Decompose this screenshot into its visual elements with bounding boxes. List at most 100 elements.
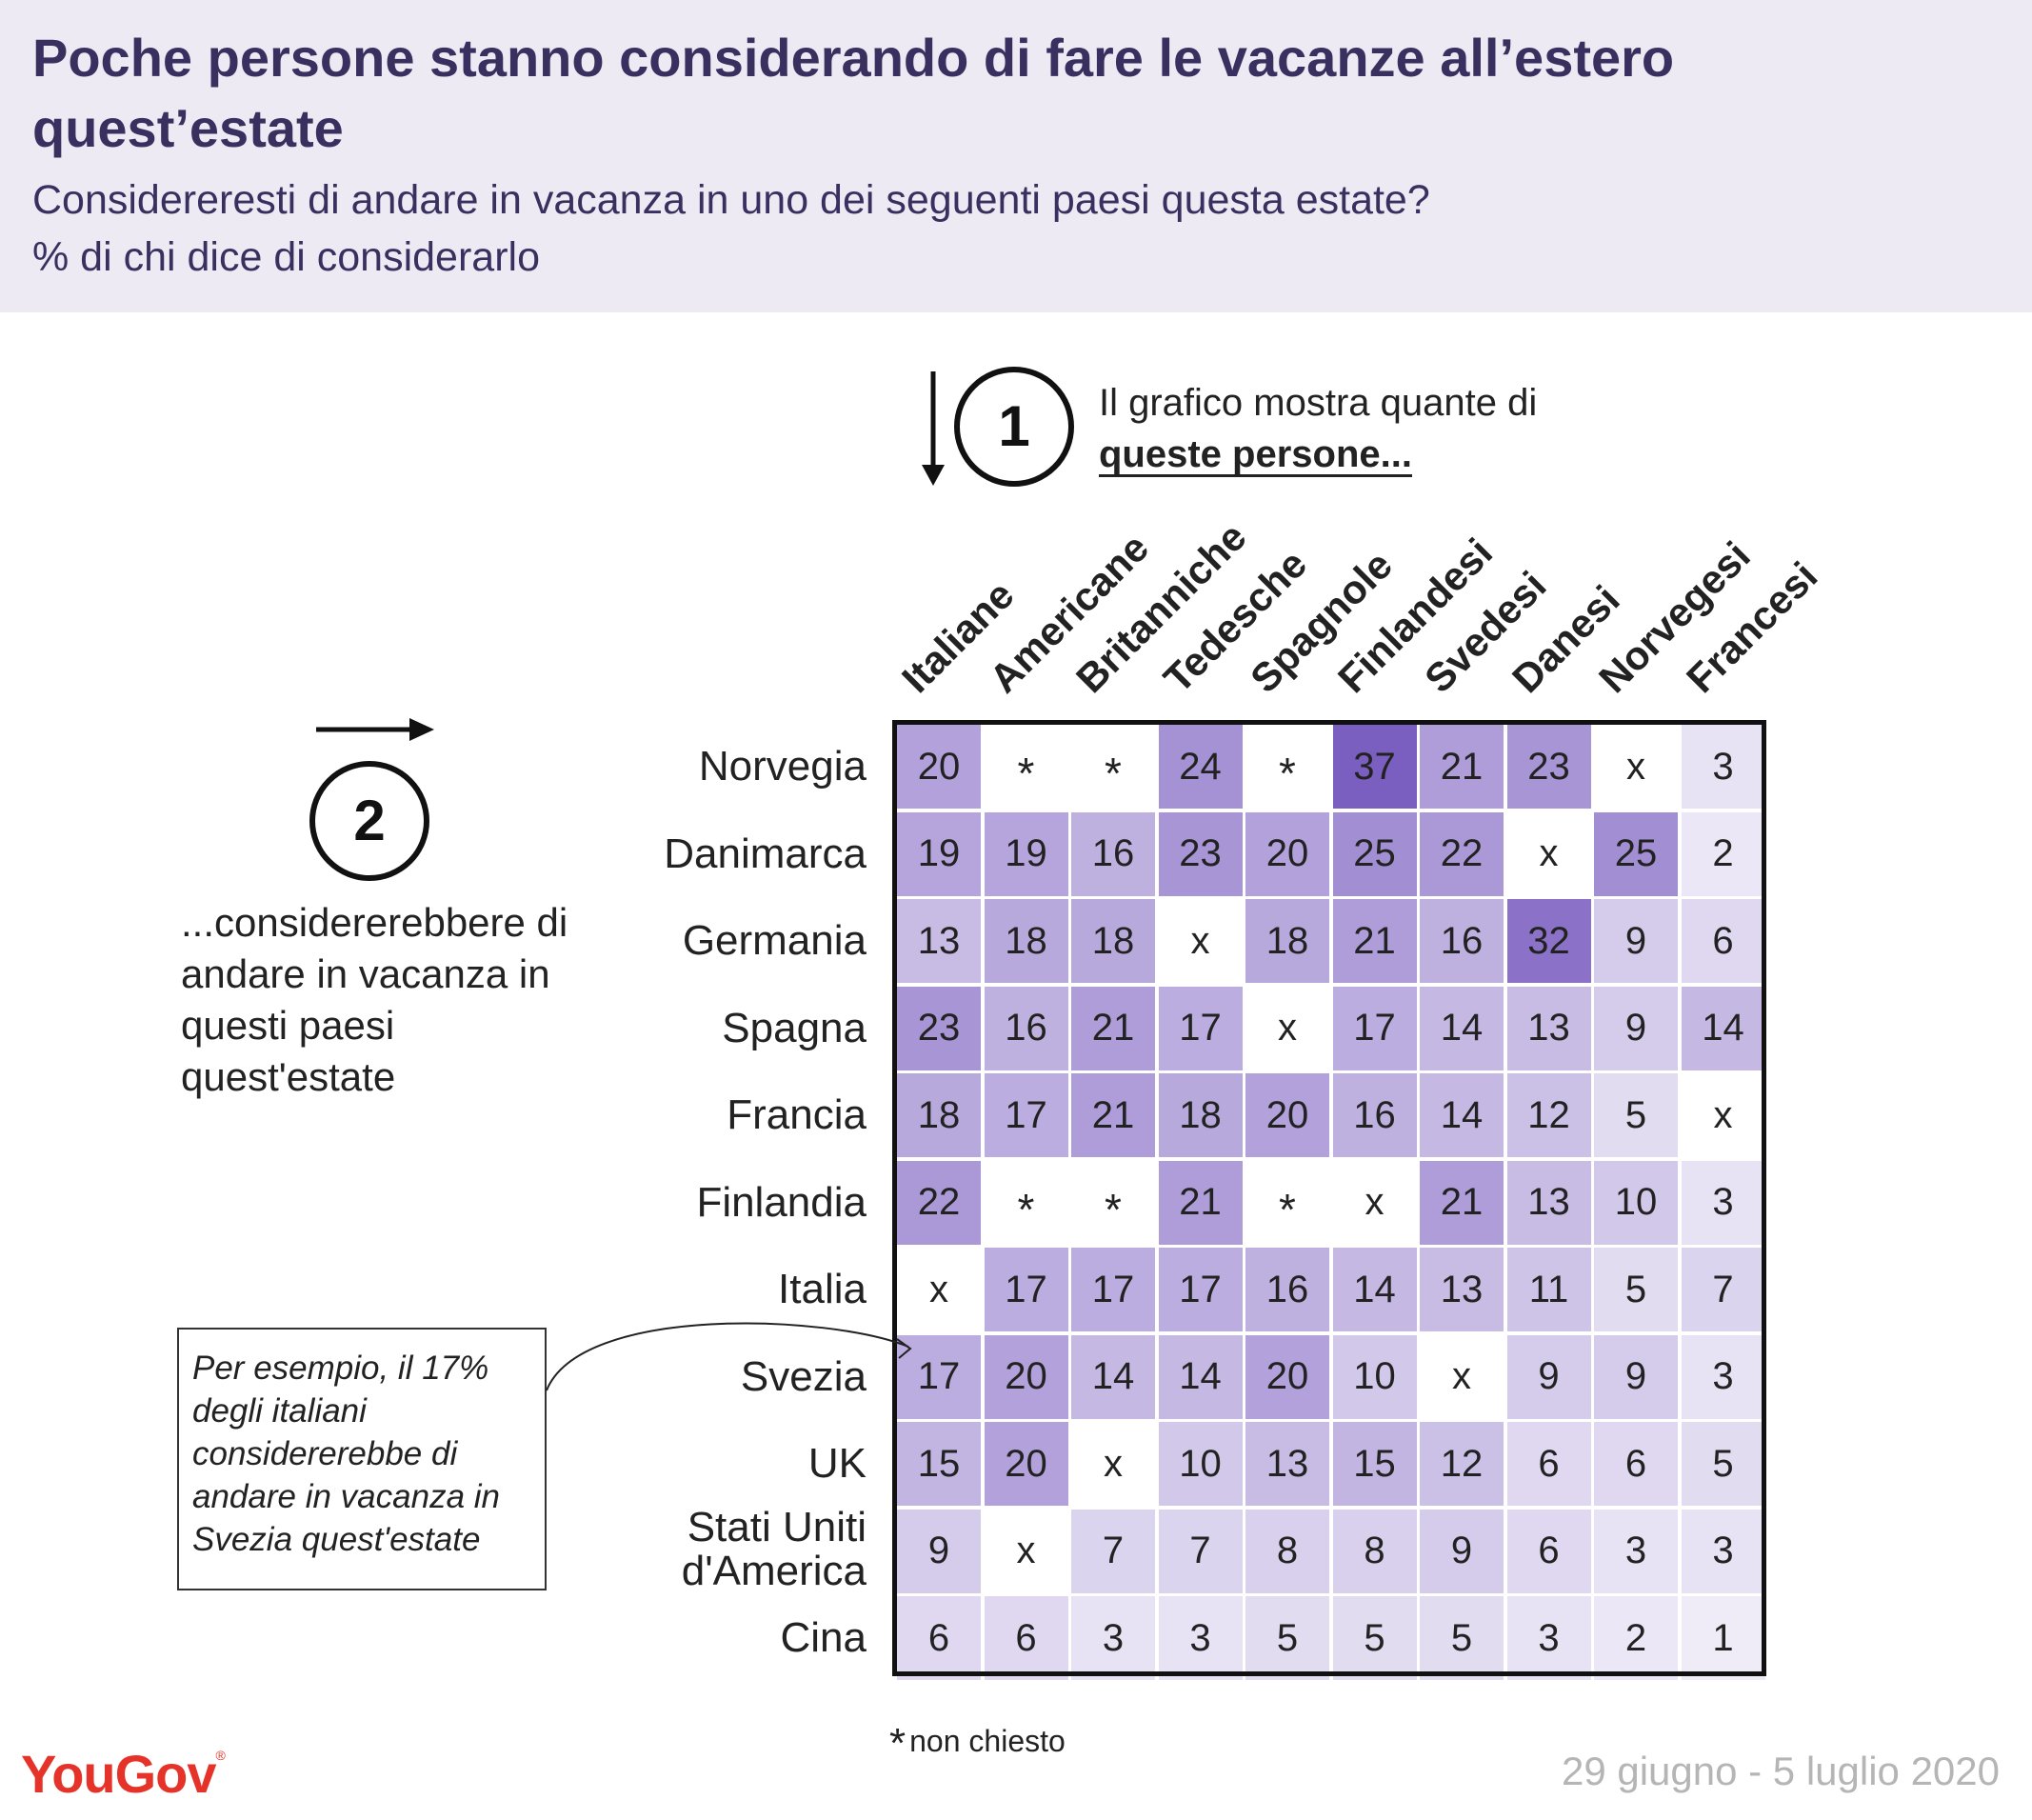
heatmap-cell: 21 <box>1332 899 1417 983</box>
heatmap-cell: 12 <box>1506 1073 1591 1157</box>
heatmap-cell: 5 <box>1420 1596 1504 1680</box>
step-1-number: 1 <box>998 394 1029 458</box>
heatmap-cell: 22 <box>897 1160 981 1245</box>
heatmap-cell: 18 <box>1071 899 1155 983</box>
heatmap-cell: 14 <box>1420 1073 1504 1157</box>
heatmap-cell: 16 <box>1245 1248 1329 1331</box>
heatmap-cell: * <box>1071 725 1155 809</box>
heatmap-cell: 16 <box>1071 811 1155 896</box>
heatmap-cell: 17 <box>1332 986 1417 1070</box>
heatmap-cell: 5 <box>1594 1073 1678 1157</box>
heatmap-cell: 32 <box>1506 899 1591 983</box>
heatmap-cell: x <box>1158 899 1243 983</box>
heatmap-cell: 8 <box>1245 1509 1329 1593</box>
heatmap-cell: 14 <box>1071 1334 1155 1419</box>
heatmap-cell: 10 <box>1158 1422 1243 1506</box>
step-2-number: 2 <box>353 789 385 852</box>
heatmap-cell: * <box>1245 1160 1329 1245</box>
heatmap-cell: 3 <box>1681 1509 1765 1593</box>
heatmap-cell: 10 <box>1332 1334 1417 1419</box>
heatmap-cell: 19 <box>984 811 1068 896</box>
heatmap-cell: 16 <box>1420 899 1504 983</box>
callout-connector <box>546 1322 912 1391</box>
heatmap-frame <box>892 720 1766 1676</box>
heatmap-cell: 20 <box>1245 811 1329 896</box>
heatmap-cell: 2 <box>1594 1596 1678 1680</box>
survey-date: 29 giugno - 5 luglio 2020 <box>1561 1749 2000 1793</box>
heatmap-cell: 14 <box>1681 986 1765 1070</box>
heatmap-cell: 13 <box>1245 1422 1329 1506</box>
heatmap-cell: 9 <box>1594 1334 1678 1419</box>
heatmap-cell: 17 <box>984 1248 1068 1331</box>
heatmap-cell: 3 <box>1594 1509 1678 1593</box>
heatmap-cell: 3 <box>1681 1160 1765 1245</box>
heatmap-cell: 20 <box>984 1422 1068 1506</box>
row-label: Italia <box>778 1266 867 1312</box>
heatmap-cell: 13 <box>897 899 981 983</box>
heatmap-cell: 15 <box>897 1422 981 1506</box>
heatmap-cell: 17 <box>1071 1248 1155 1331</box>
heatmap-cell: 3 <box>1681 725 1765 809</box>
heatmap-cell: 16 <box>984 986 1068 1070</box>
row-label: UK <box>807 1440 867 1487</box>
heatmap-cell: x <box>1071 1422 1155 1506</box>
arrow-down-icon <box>922 371 945 486</box>
heatmap-cell: 23 <box>897 986 981 1070</box>
heatmap-cell: 13 <box>1420 1248 1504 1331</box>
heatmap-cell: 3 <box>1506 1596 1591 1680</box>
heatmap-cell: 21 <box>1420 1160 1504 1245</box>
page-title: Poche persone stanno considerando di far… <box>32 28 1675 158</box>
heatmap-cell: * <box>1245 725 1329 809</box>
heatmap-cell: 5 <box>1681 1422 1765 1506</box>
row-label: Francia <box>727 1091 867 1138</box>
heatmap-cell: 37 <box>1332 725 1417 809</box>
logo-text: YouGov <box>21 1744 217 1804</box>
row-label: Danimarca <box>664 830 867 877</box>
row-label: Finlandia <box>696 1178 867 1226</box>
heatmap-cell: 14 <box>1420 986 1504 1070</box>
heatmap-cell: 18 <box>1158 1073 1243 1157</box>
row-label: Svezia <box>740 1352 867 1400</box>
heatmap-cell: 5 <box>1245 1596 1329 1680</box>
heatmap-cell: 9 <box>1594 986 1678 1070</box>
heatmap-cell: 7 <box>1681 1248 1765 1331</box>
heatmap-cell: 10 <box>1594 1160 1678 1245</box>
heatmap-cell: 6 <box>897 1596 981 1680</box>
heatmap-cell: x <box>897 1248 981 1331</box>
heatmap-cell: 21 <box>1071 1073 1155 1157</box>
heatmap-cell: 8 <box>1332 1509 1417 1593</box>
heatmap-cell: 13 <box>1506 1160 1591 1245</box>
heatmap-cell: x <box>1681 1073 1765 1157</box>
heatmap-cell: 13 <box>1506 986 1591 1070</box>
heatmap-cell: 9 <box>1594 899 1678 983</box>
yougov-logo: YouGov® <box>21 1743 226 1805</box>
heatmap-cell: 17 <box>984 1073 1068 1157</box>
step-1-line1: Il grafico mostra quante di <box>1099 382 1538 424</box>
row-label: Stati Uniti d'America <box>681 1503 867 1594</box>
row-label: Germania <box>682 917 867 964</box>
heatmap-cell: 3 <box>1158 1596 1243 1680</box>
heatmap-cell: 5 <box>1332 1596 1417 1680</box>
heatmap-cell: 14 <box>1158 1334 1243 1419</box>
heatmap-cell: 6 <box>984 1596 1068 1680</box>
heatmap-cell: 6 <box>1681 899 1765 983</box>
heatmap-cell: 21 <box>1158 1160 1243 1245</box>
heatmap-cell: 23 <box>1506 725 1591 809</box>
subtitle-question: Considereresti di andare in vacanza in u… <box>32 177 1430 223</box>
example-callout: Per esempio, il 17% degli italiani consi… <box>177 1328 547 1590</box>
subtitle: Considereresti di andare in vacanza in u… <box>32 171 1994 286</box>
heatmap-cell: 25 <box>1594 811 1678 896</box>
heatmap-cell: x <box>1332 1160 1417 1245</box>
header: Poche persone stanno considerando di far… <box>0 0 2032 312</box>
heatmap-cell: 20 <box>984 1334 1068 1419</box>
heatmap-cell: 20 <box>1245 1334 1329 1419</box>
heatmap-cell: 6 <box>1506 1509 1591 1593</box>
heatmap-cell: 19 <box>897 811 981 896</box>
step-1-text: Il grafico mostra quante di queste perso… <box>1099 377 1537 480</box>
heatmap-cell: 20 <box>1245 1073 1329 1157</box>
heatmap-cell: 15 <box>1332 1422 1417 1506</box>
arrow-right-icon <box>316 718 434 741</box>
footnote-symbol: * <box>889 1720 906 1767</box>
heatmap-cell: * <box>984 725 1068 809</box>
heatmap-cell: x <box>1506 811 1591 896</box>
